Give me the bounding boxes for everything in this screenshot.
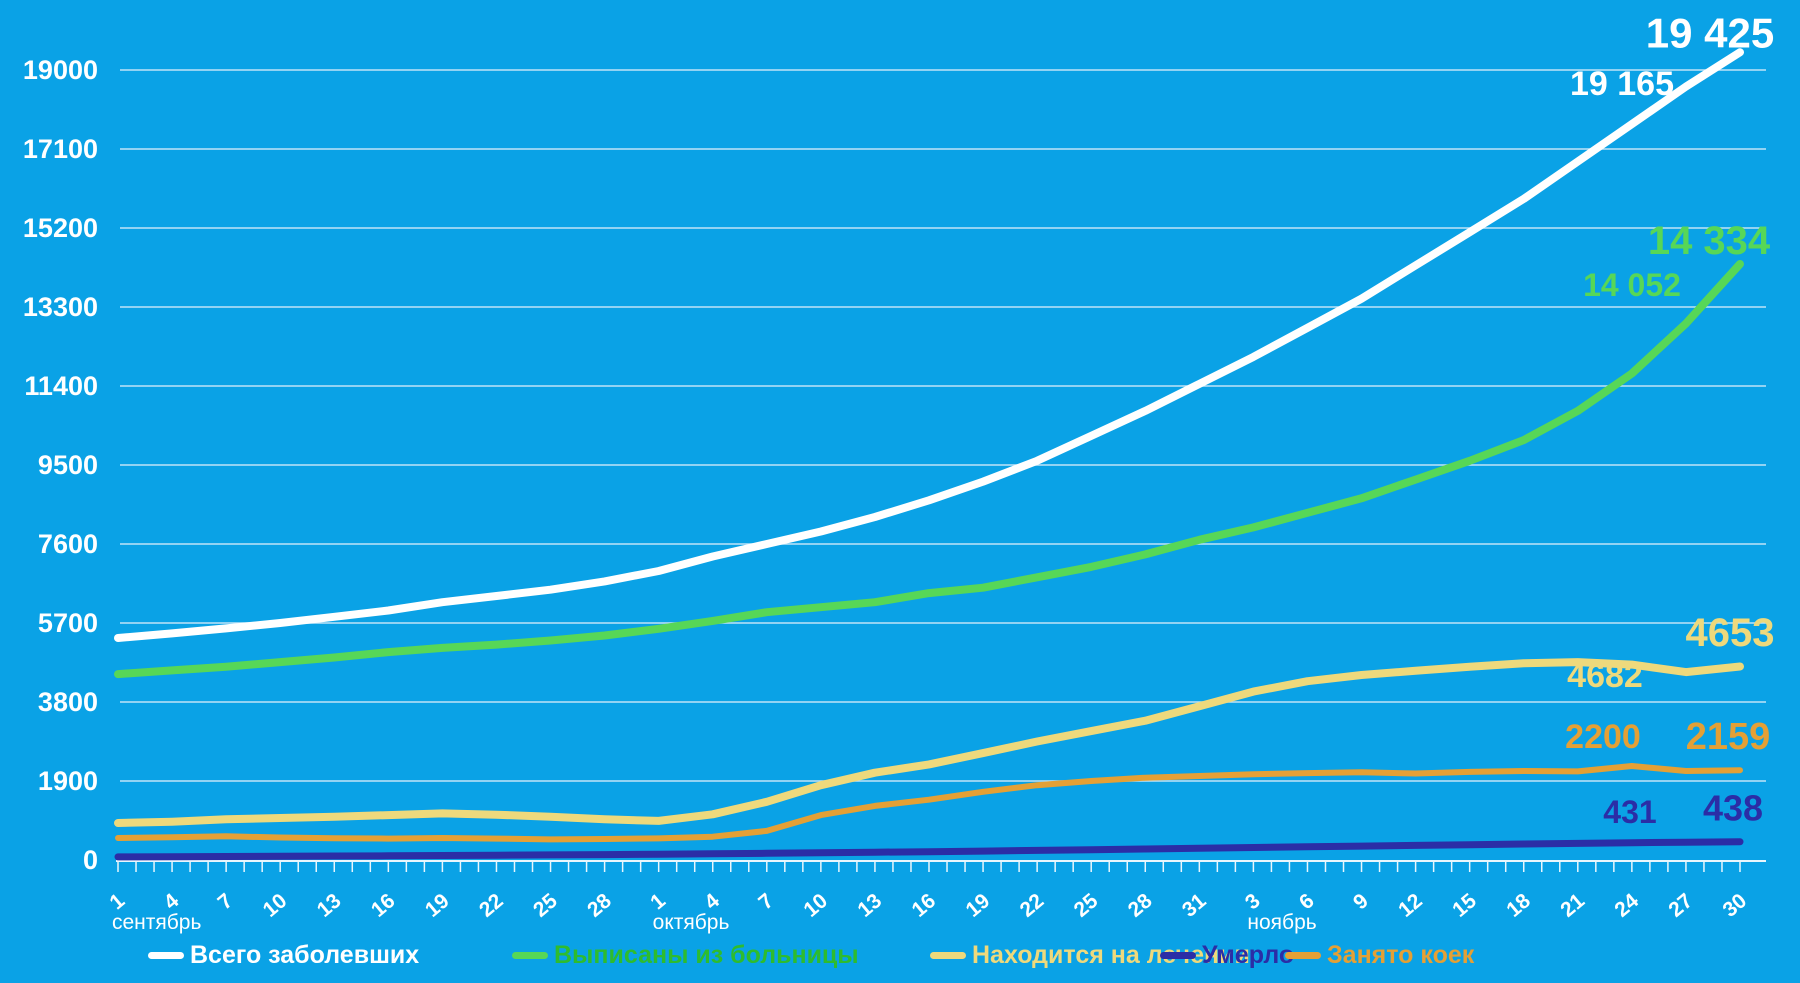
x-tick-label: 30	[1719, 889, 1752, 922]
x-tick-label: 16	[908, 889, 941, 922]
legend-label: Выписаны из больницы	[554, 941, 859, 969]
series-line	[114, 260, 1744, 679]
y-tick-label: 1900	[38, 766, 98, 796]
data-label: 14 052	[1583, 267, 1681, 303]
legend-item-4: Умерло	[1160, 937, 1294, 973]
data-label: 14 334	[1648, 219, 1771, 263]
series-line	[114, 658, 1744, 827]
y-tick-label: 3800	[38, 687, 98, 717]
y-tick-label: 9500	[38, 450, 98, 480]
chart-legend: Всего заболевших Выписаны из больницы Нахо…	[0, 937, 1800, 973]
x-axis	[116, 860, 1766, 872]
legend-item-5: Занято коек	[1285, 937, 1474, 973]
y-tick-label: 5700	[38, 608, 98, 638]
legend-label: Занято коек	[1327, 941, 1475, 969]
x-tick-label: 19	[421, 889, 454, 922]
x-tick-label: 25	[529, 889, 562, 922]
month-label: октябрь	[653, 911, 730, 934]
x-tick-label: 27	[1664, 889, 1697, 922]
x-tick-label: 9	[1349, 889, 1373, 914]
legend-label: Всего заболевших	[190, 941, 420, 969]
x-tick-label: 24	[1610, 889, 1643, 922]
legend-swatch	[930, 951, 966, 959]
x-tick-label: 12	[1394, 889, 1427, 922]
legend-swatch	[512, 951, 548, 959]
x-tick-label: 18	[1502, 889, 1535, 922]
x-tick-label: 10	[799, 889, 832, 922]
x-tick-label: 7	[754, 889, 778, 914]
x-tick-label: 21	[1556, 889, 1589, 922]
x-tick-label: 22	[1016, 889, 1049, 922]
x-tick-label: 28	[583, 889, 616, 922]
y-axis-labels: 0 1900 3800 5700 7600 9500 11400 13300 15200 1710…	[23, 55, 98, 875]
data-label: 19 425	[1646, 10, 1774, 57]
x-tick-label: 10	[259, 889, 292, 922]
data-label: 2159	[1686, 716, 1771, 758]
x-tick-label: 16	[367, 889, 400, 922]
series-line	[114, 48, 1744, 642]
data-label: 2200	[1565, 718, 1641, 756]
y-tick-label: 0	[83, 845, 98, 875]
series-line	[115, 763, 1743, 843]
data-label: 4653	[1686, 611, 1775, 655]
x-tick-label: 15	[1448, 889, 1481, 922]
x-tick-label: 28	[1124, 889, 1157, 922]
x-tick-label: 13	[853, 889, 886, 922]
legend-item-2: Выписаны из больницы	[512, 937, 859, 973]
legend-label: Умерло	[1202, 941, 1295, 969]
x-tick-label: 19	[962, 889, 995, 922]
y-tick-label: 7600	[38, 529, 98, 559]
y-tick-label: 13300	[23, 292, 98, 322]
y-tick-label: 17100	[23, 134, 98, 164]
x-tick-label: 7	[214, 889, 238, 914]
data-labels: 19 425 19 165 14 334 14 052 4653 4682 2200 2159…	[1565, 10, 1774, 831]
series-lines	[114, 48, 1744, 861]
month-label: ноябрь	[1247, 911, 1316, 934]
y-tick-label: 11400	[24, 371, 98, 401]
legend-swatch	[1160, 951, 1196, 959]
x-tick-label: 22	[475, 889, 508, 922]
legend-label: Находится на лечении	[972, 941, 1250, 969]
x-tick-labels: 1 4 7 10 13 16 19 22 25 28 1 4 7 10 13 16 19 22 25 28 31 3 6 9 1…	[105, 889, 1751, 922]
data-label: 19 165	[1570, 65, 1674, 103]
legend-item-3: Находится на лечении	[930, 937, 1250, 973]
series-line	[114, 838, 1744, 861]
y-tick-label: 15200	[23, 213, 98, 243]
legend-swatch	[1285, 951, 1321, 959]
data-label: 431	[1603, 794, 1656, 830]
x-tick-label: 25	[1070, 889, 1103, 922]
y-tick-label: 19000	[23, 55, 98, 85]
month-label: сентябрь	[112, 911, 201, 934]
x-tick-label: 13	[313, 889, 346, 922]
gridlines	[120, 69, 1766, 782]
x-tick-label: 31	[1178, 889, 1211, 922]
data-label: 438	[1703, 788, 1763, 829]
legend-swatch	[148, 951, 184, 959]
data-label: 4682	[1567, 657, 1643, 695]
month-labels: сентябрь октябрь ноябрь	[112, 911, 1317, 934]
legend-item-1: Всего заболевших	[148, 937, 419, 973]
